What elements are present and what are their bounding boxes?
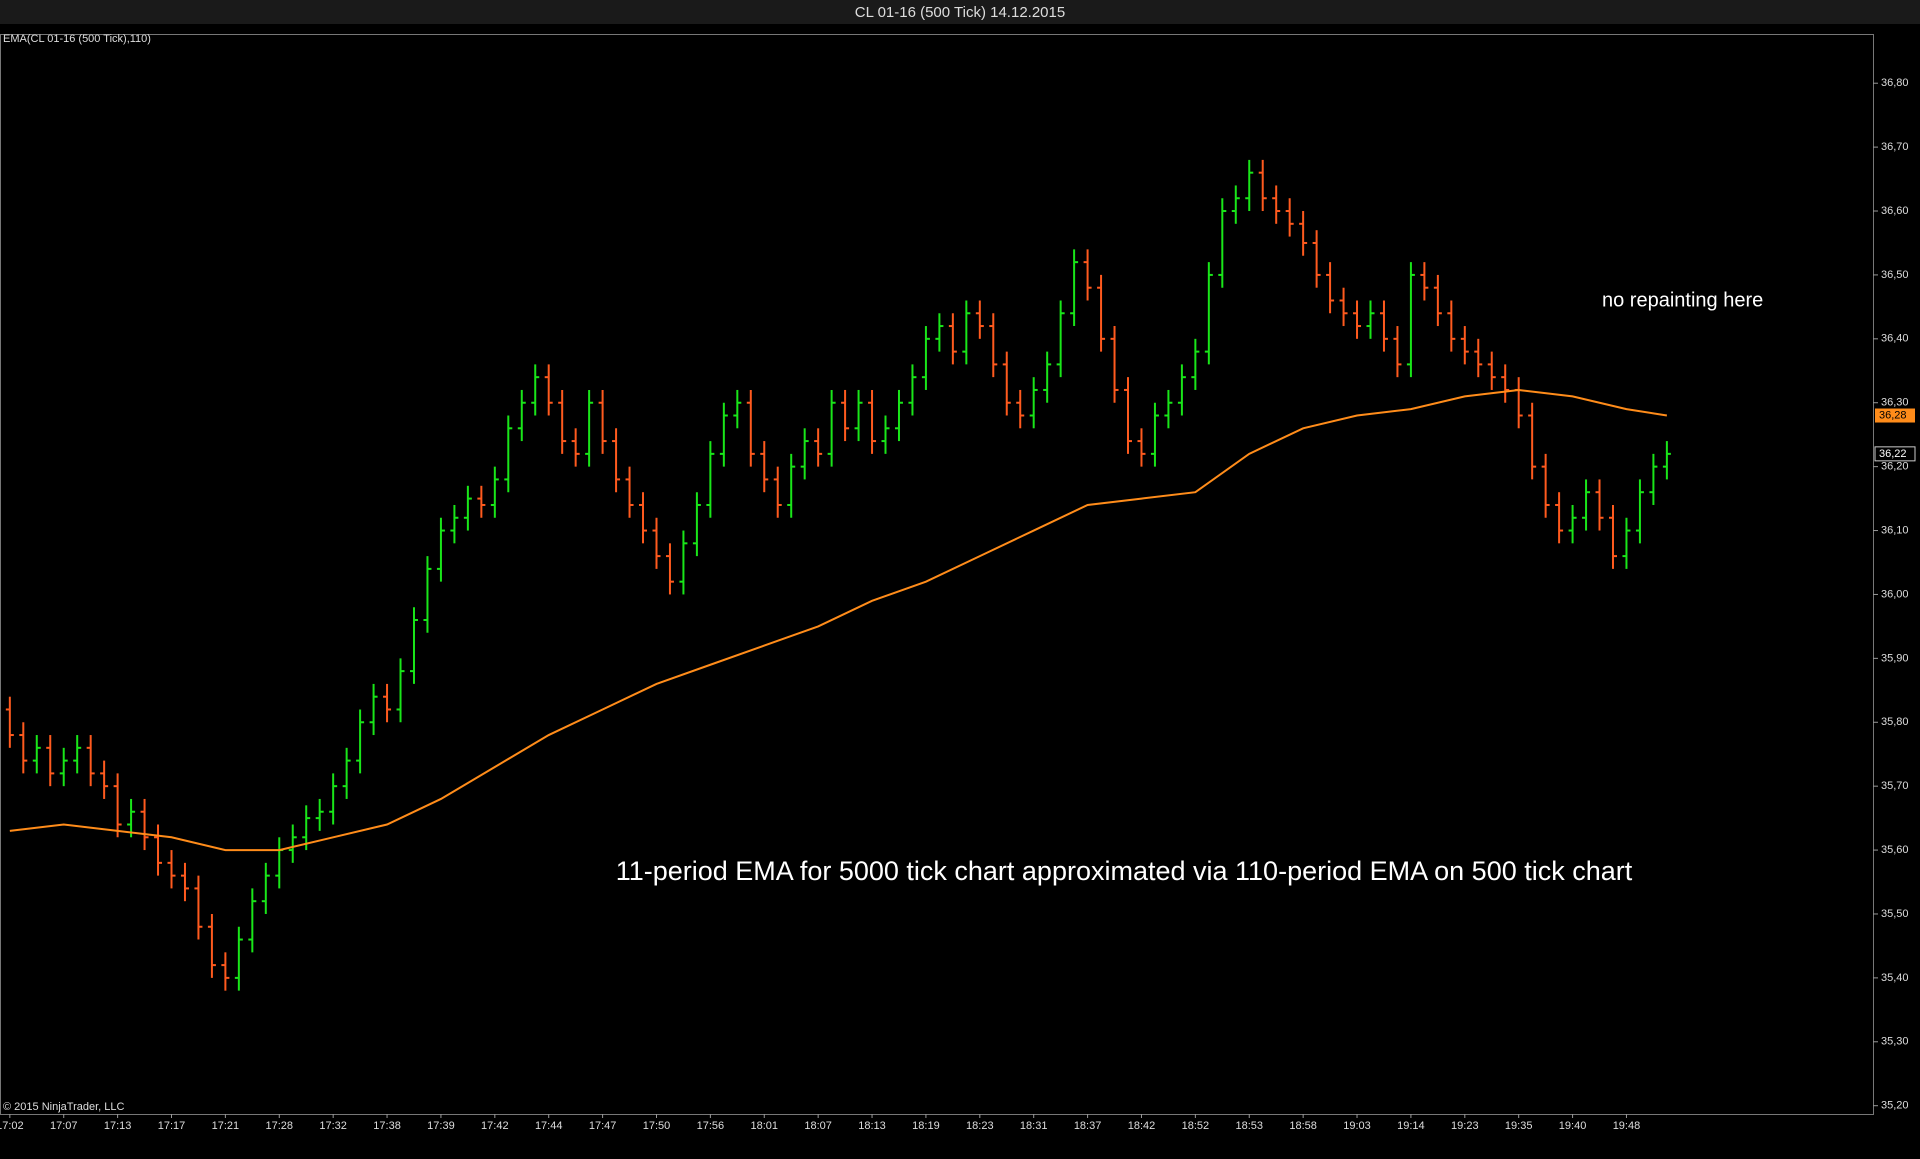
x-tick-label: 19:03: [1343, 1120, 1371, 1132]
y-tick-label: 35,30: [1881, 1036, 1909, 1048]
x-tick-label: 19:40: [1559, 1120, 1587, 1132]
y-tick-label: 36,20: [1881, 461, 1909, 473]
x-tick-label: 17:21: [212, 1120, 240, 1132]
x-tick-label: 19:35: [1505, 1120, 1533, 1132]
chart-title: CL 01-16 (500 Tick) 14.12.2015: [855, 4, 1065, 21]
y-tick-label: 35,20: [1881, 1100, 1909, 1112]
y-tick-label: 36,30: [1881, 397, 1909, 409]
ema-line: [9, 388, 1668, 852]
x-tick-label: 18:58: [1289, 1120, 1317, 1132]
x-tick-label: 18:07: [804, 1120, 832, 1132]
x-tick-label: 17:42: [481, 1120, 509, 1132]
y-tick-label: 35,60: [1881, 844, 1909, 856]
x-tick-label: 17:28: [266, 1120, 294, 1132]
x-tick-label: 17:13: [104, 1120, 132, 1132]
last-value-label: 36,22: [1879, 448, 1907, 460]
x-tick-label: 18:31: [1020, 1120, 1048, 1132]
x-tick-label: 17:44: [535, 1120, 563, 1132]
x-tick-label: 19:48: [1613, 1120, 1641, 1132]
last-value-label: 36,28: [1879, 409, 1907, 421]
x-tick-label: 18:01: [750, 1120, 778, 1132]
x-tick-label: 19:14: [1397, 1120, 1425, 1132]
x-tick-label: 17:32: [319, 1120, 347, 1132]
x-tick-label: 17:50: [643, 1120, 671, 1132]
y-tick-label: 35,70: [1881, 780, 1909, 792]
y-tick-label: 36,50: [1881, 269, 1909, 281]
x-tick-label: 18:52: [1182, 1120, 1210, 1132]
x-tick-label: 19:23: [1451, 1120, 1479, 1132]
plot-border: [0, 34, 1874, 1115]
y-tick-label: 36,60: [1881, 205, 1909, 217]
y-tick-label: 35,80: [1881, 716, 1909, 728]
indicator-label: EMA(CL 01-16 (500 Tick),110): [3, 33, 151, 45]
x-tick-label: 18:37: [1074, 1120, 1102, 1132]
y-tick-label: 36,80: [1881, 77, 1909, 89]
x-tick-label: 18:13: [858, 1120, 886, 1132]
y-tick-label: 36,10: [1881, 524, 1909, 536]
annotation: 11-period EMA for 5000 tick chart approx…: [616, 856, 1633, 886]
y-tick-label: 35,40: [1881, 972, 1909, 984]
y-tick-label: 35,90: [1881, 652, 1909, 664]
copyright: © 2015 NinjaTrader, LLC: [3, 1101, 124, 1113]
y-tick-label: 36,00: [1881, 588, 1909, 600]
x-tick-label: 18:23: [966, 1120, 994, 1132]
x-tick-label: 17:47: [589, 1120, 617, 1132]
annotation: no repainting here: [1602, 289, 1763, 311]
last-value-box: [1875, 408, 1915, 423]
x-tick-label: 17:17: [158, 1120, 186, 1132]
x-tick-label: 17:56: [697, 1120, 725, 1132]
x-tick-label: 17:07: [50, 1120, 78, 1132]
x-tick-label: 17:38: [373, 1120, 401, 1132]
y-tick-label: 36,40: [1881, 333, 1909, 345]
y-tick-label: 36,70: [1881, 141, 1909, 153]
title-bar: [0, 0, 1920, 24]
x-tick-label: 18:53: [1235, 1120, 1263, 1132]
last-value-box: [1874, 446, 1916, 462]
x-tick-label: 17:02: [0, 1120, 24, 1132]
x-tick-label: 18:19: [912, 1120, 940, 1132]
y-tick-label: 35,50: [1881, 908, 1909, 920]
x-tick-label: 17:39: [427, 1120, 455, 1132]
x-tick-label: 18:42: [1128, 1120, 1156, 1132]
